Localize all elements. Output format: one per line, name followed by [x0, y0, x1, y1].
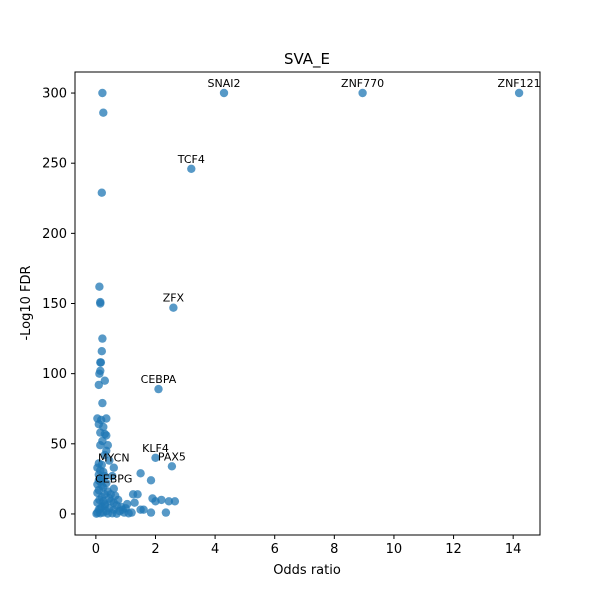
points-layer: [92, 88, 524, 518]
data-point: [96, 299, 105, 308]
data-point: [109, 463, 119, 472]
data-point: [105, 456, 114, 465]
data-point: [94, 380, 104, 390]
data-point: [130, 498, 139, 507]
y-axis-label: -Log10 FDR: [19, 265, 34, 340]
data-point: [99, 108, 108, 117]
data-point: [98, 398, 107, 408]
point-annotation: ZNF121: [498, 77, 541, 90]
data-point: [157, 495, 166, 505]
data-point: [109, 484, 119, 493]
point-annotation: SNAI2: [208, 77, 241, 90]
x-tick-label: 8: [330, 542, 338, 557]
data-point: [102, 414, 111, 423]
x-tick-label: 6: [271, 542, 279, 557]
x-tick-label: 10: [386, 542, 403, 557]
data-point: [167, 462, 177, 471]
x-tick-label: 2: [151, 542, 159, 557]
point-annotation: KLF4: [142, 442, 169, 455]
data-point: [146, 508, 156, 517]
x-axis-ticks: 0 2 4 6 8 10 12 14: [92, 535, 522, 557]
data-point: [187, 164, 196, 173]
data-point: [136, 469, 145, 478]
data-point: [164, 497, 174, 506]
data-point: [169, 303, 178, 312]
x-axis-label: Odds ratio: [273, 563, 341, 578]
y-tick-label: 200: [42, 227, 67, 242]
data-point: [96, 358, 106, 367]
data-point: [112, 509, 121, 518]
point-annotation: PAX5: [158, 450, 186, 463]
data-point: [219, 88, 229, 98]
data-point: [151, 453, 160, 462]
data-point: [127, 508, 136, 517]
x-tick-label: 12: [445, 542, 462, 557]
data-point: [98, 334, 107, 343]
data-point: [98, 88, 107, 98]
y-tick-label: 100: [42, 367, 67, 382]
y-tick-label: 50: [50, 437, 67, 452]
point-annotation: MYCN: [98, 452, 130, 465]
data-point: [96, 441, 105, 450]
data-point: [114, 495, 123, 505]
y-tick-label: 300: [42, 87, 67, 102]
data-point: [95, 369, 104, 378]
data-point: [358, 88, 367, 98]
data-point: [139, 505, 148, 514]
data-point: [514, 88, 524, 98]
point-annotation: CEBPA: [141, 373, 177, 386]
data-point: [103, 509, 113, 518]
data-point: [95, 282, 104, 291]
data-point: [100, 376, 110, 385]
point-annotation: TCF4: [177, 153, 205, 166]
data-point: [96, 504, 105, 513]
x-tick-label: 14: [505, 542, 522, 557]
x-tick-label: 4: [211, 542, 219, 557]
data-point: [94, 476, 104, 485]
chart-title: SVA_E: [284, 50, 330, 69]
data-point: [108, 471, 117, 481]
point-annotation: CEBPG: [95, 473, 132, 486]
data-point: [97, 188, 107, 197]
data-point: [154, 384, 163, 394]
data-point: [123, 499, 132, 509]
data-point: [170, 497, 180, 506]
data-point: [161, 508, 171, 517]
data-point: [97, 347, 107, 356]
data-point: [133, 490, 142, 499]
y-tick-label: 0: [59, 507, 67, 522]
data-point: [93, 488, 102, 498]
point-annotation: ZFX: [163, 292, 185, 305]
data-point: [105, 494, 114, 503]
x-tick-label: 0: [92, 542, 100, 557]
point-annotation: ZNF770: [341, 77, 384, 90]
y-tick-label: 150: [42, 297, 67, 312]
data-point: [100, 450, 110, 460]
data-point: [118, 505, 127, 514]
y-axis-ticks: 0 50 100 150 200 250 300: [42, 87, 75, 522]
y-tick-label: 250: [42, 157, 67, 172]
data-point: [146, 476, 156, 485]
